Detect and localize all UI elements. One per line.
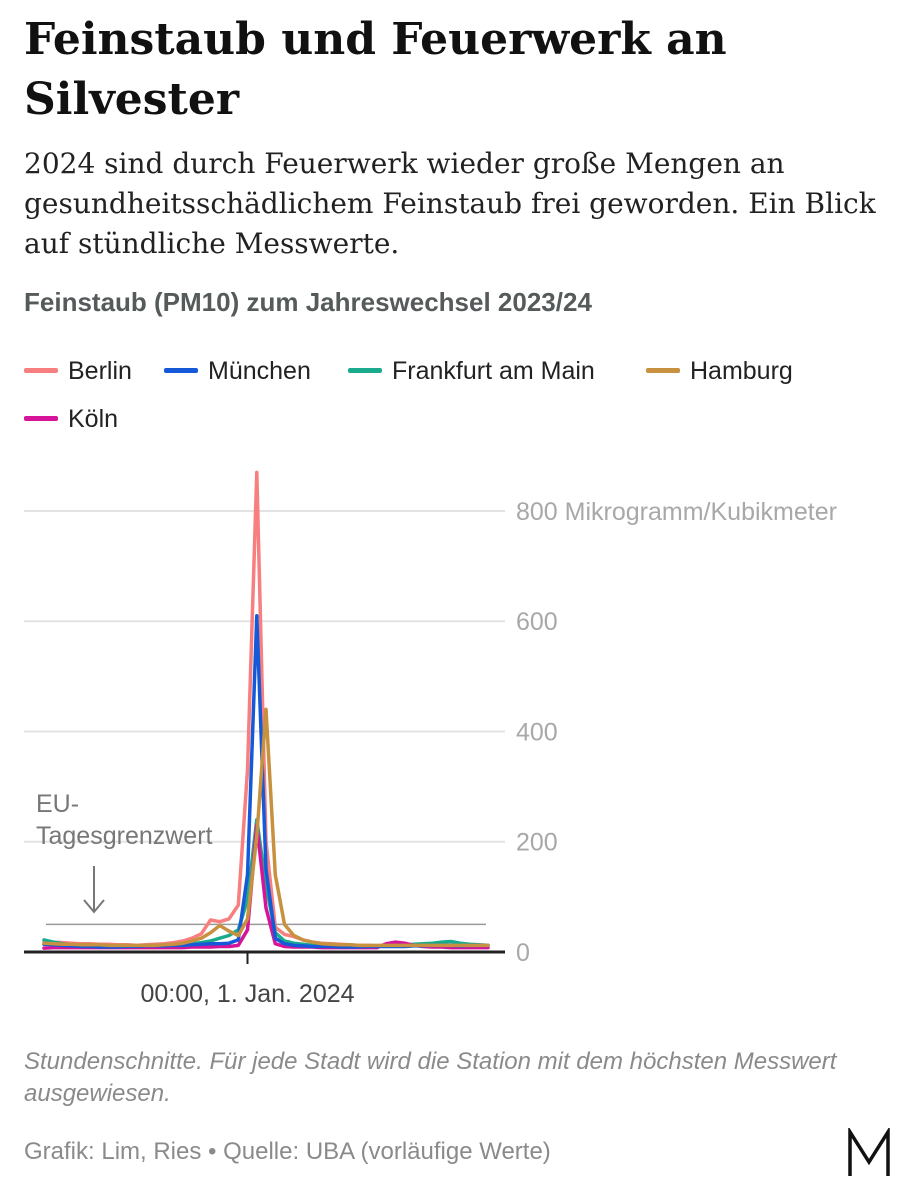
page-subtitle: 2024 sind durch Feuerwerk wieder große M… — [24, 147, 876, 260]
legend-label-berlin: Berlin — [68, 357, 132, 385]
legend-label-koeln: Köln — [68, 405, 119, 433]
legend-item-frankfurt[interactable]: Frankfurt am Main — [348, 357, 595, 386]
series-line-hamburg — [42, 707, 490, 948]
y-tick-label-600: 600 — [516, 608, 558, 636]
page-title: Feinstaub und Feuerwerk an Silvester — [24, 14, 727, 125]
legend-item-muenchen[interactable]: München — [164, 357, 311, 386]
legend-swatch-muenchen — [164, 367, 198, 373]
chart-credit: Grafik: Lim, Ries • Quelle: UBA (vorläuf… — [24, 1138, 551, 1165]
y-tick-label-200: 200 — [516, 829, 558, 857]
x-tick-label-midnight: 00:00, 1. Jan. 2024 — [140, 980, 354, 1008]
eu-limit-arrow-icon — [83, 866, 105, 914]
eu-limit-label-line1: EU- — [36, 790, 79, 818]
eu-limit-label-line2: Tagesgrenzwert — [36, 822, 213, 850]
legend-item-koeln[interactable]: Köln — [24, 405, 118, 434]
legend-item-berlin[interactable]: Berlin — [24, 357, 132, 386]
legend-swatch-berlin — [24, 367, 58, 373]
legend-item-hamburg[interactable]: Hamburg — [646, 357, 793, 386]
y-tick-label-800: 800 Mikrogramm/Kubikmeter — [516, 498, 837, 526]
pm10-line-chart: 0 200 400 600 800 Mikrogramm/Kubikmeter EU- Ta… — [24, 470, 837, 1008]
legend-swatch-frankfurt — [348, 367, 382, 373]
legend-swatch-hamburg — [646, 367, 680, 373]
legend-swatch-koeln — [24, 415, 58, 421]
chart-note: Stundenschnitte. Für jede Stadt wird die… — [24, 1048, 837, 1107]
legend-label-hamburg: Hamburg — [690, 357, 793, 385]
legend-label-frankfurt: Frankfurt am Main — [392, 357, 595, 385]
legend-label-muenchen: München — [208, 357, 311, 385]
y-tick-label-400: 400 — [516, 718, 558, 746]
publisher-logo-icon — [848, 1128, 890, 1176]
y-tick-label-0: 0 — [516, 939, 530, 967]
chart-title: Feinstaub (PM10) zum Jahreswechsel 2023/… — [24, 287, 592, 317]
